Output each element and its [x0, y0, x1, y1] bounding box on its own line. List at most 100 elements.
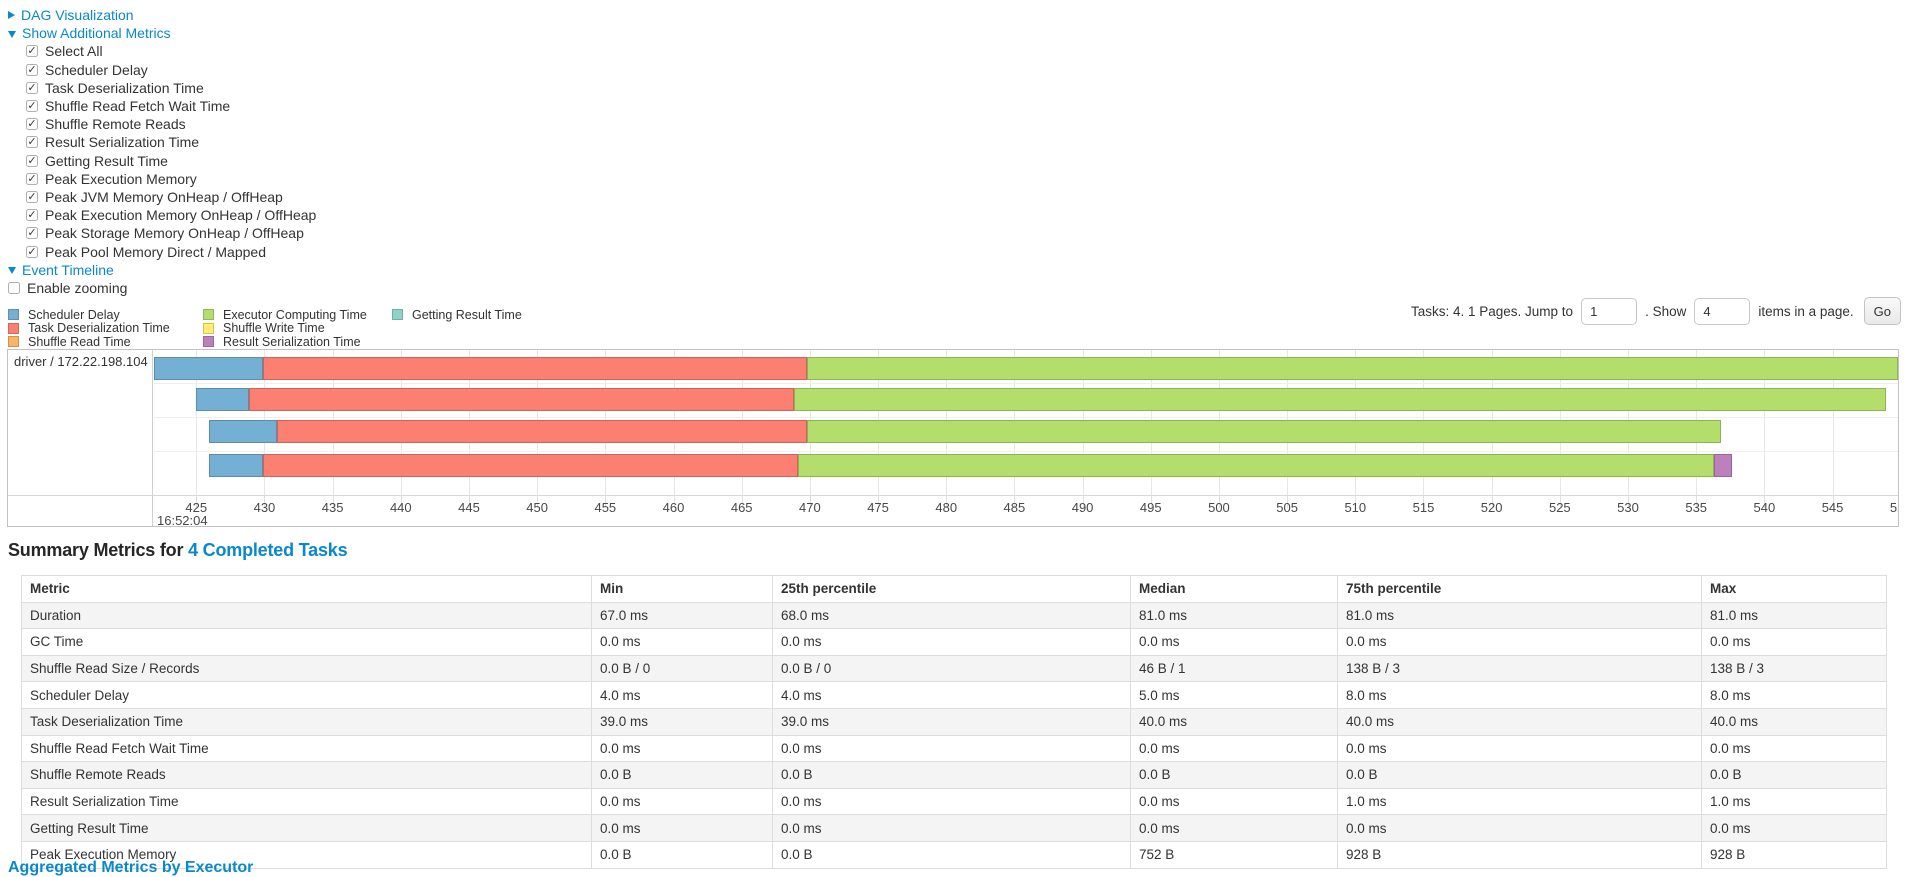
metric-checkbox-label: Result Serialization Time [45, 134, 200, 151]
metric-checkbox-row[interactable]: Scheduler Delay [8, 61, 316, 79]
metric-checkbox[interactable] [26, 100, 38, 113]
dag-toggle-label: DAG Visualization [21, 7, 134, 24]
timeline-tick [878, 495, 880, 508]
table-cell: 0.0 ms [1130, 814, 1338, 842]
legend-label: Scheduler Delay [28, 307, 120, 322]
task-deserialization-swatch [8, 322, 19, 334]
timeline-tick [264, 495, 266, 508]
timeline-tick-label: 525 [1548, 500, 1571, 515]
metric-checkbox-row[interactable]: Task Deserialization Time [8, 79, 316, 97]
table-row: Shuffle Read Size / Records 0.0 B / 0 0.0 … [21, 654, 1887, 683]
table-row: Shuffle Remote Reads 0.0 B 0.0 B 0.0 B 0.0 B… [21, 761, 1887, 789]
timeline-tick [537, 495, 539, 508]
legend-item: Executor Computing Time [203, 308, 392, 322]
metric-checkbox-row[interactable]: Peak Execution Memory [8, 170, 316, 188]
task-bar-segment-result-serialization[interactable] [1713, 454, 1732, 477]
metric-checkbox-row[interactable]: Peak JVM Memory OnHeap / OffHeap [8, 188, 316, 206]
task-bar-segment-scheduler-delay[interactable] [154, 357, 264, 380]
completed-tasks-link[interactable]: 4 Completed Tasks [188, 540, 348, 560]
enable-zooming-label: Enable zooming [27, 279, 128, 296]
timeline-tick [1628, 495, 1629, 508]
task-bar-segment-task-deserialization[interactable] [263, 454, 798, 477]
task-bar-segment-scheduler-delay[interactable] [196, 388, 250, 411]
metric-checkbox-row[interactable]: Shuffle Read Fetch Wait Time [8, 97, 316, 115]
timeline-tick-label: 550 [1889, 500, 1898, 515]
metric-checkbox-row[interactable]: Peak Storage Memory OnHeap / OffHeap [8, 224, 316, 242]
enable-zooming-checkbox[interactable] [8, 281, 20, 294]
legend-item: Getting Result Time [392, 308, 522, 322]
timeline-tick-label: 495 [1139, 500, 1162, 515]
timeline-tick [1218, 495, 1220, 508]
timeline-tick [332, 495, 334, 508]
metric-checkbox[interactable] [26, 81, 38, 94]
task-bar-segment-task-deserialization[interactable] [276, 420, 808, 443]
legend-column: Executor Computing Time Shuffle Write Tim… [203, 308, 392, 349]
task-bar-segment-executor-computing[interactable] [797, 454, 1714, 477]
timeline-tick [809, 495, 811, 508]
metric-checkbox[interactable] [26, 45, 38, 58]
table-header-cell: 75th percentile [1337, 575, 1702, 603]
cutoff-section-heading[interactable]: Aggregated Metrics by Executor [8, 859, 254, 876]
task-bar-segment-executor-computing[interactable] [807, 357, 1898, 380]
enable-zooming-row[interactable]: Enable zooming [8, 279, 316, 297]
metric-checkbox[interactable] [26, 63, 38, 76]
timeline-tick [1287, 495, 1289, 508]
metric-checkbox-row[interactable]: Result Serialization Time [8, 133, 316, 151]
event-timeline-toggle[interactable]: Event Timeline [8, 261, 316, 279]
metric-checkbox[interactable] [26, 227, 38, 240]
timeline-tick-label: 475 [867, 500, 889, 515]
metric-checkbox[interactable] [26, 118, 38, 131]
show-additional-metrics-toggle[interactable]: Show Additional Metrics [8, 24, 316, 42]
table-row: Peak Execution Memory 0.0 B 0.0 B 752 B 928 … [21, 840, 1887, 869]
table-header-cell: Min [591, 575, 773, 603]
stage-controls-panel: DAG Visualization Show Additional Metric… [8, 6, 316, 297]
table-cell: 0.0 ms [1130, 628, 1338, 656]
table-cell: 4.0 ms [772, 681, 1131, 709]
task-bar-segment-scheduler-delay[interactable] [208, 420, 277, 443]
timeline-tick [1491, 495, 1493, 508]
table-cell: 0.0 ms [1130, 787, 1338, 816]
table-cell: 0.0 B [772, 840, 1131, 869]
metric-checkbox[interactable] [26, 190, 38, 203]
metric-checkbox-row[interactable]: Shuffle Remote Reads [8, 115, 316, 133]
timeline-tick [946, 495, 948, 508]
timeline-tick [741, 495, 743, 508]
table-header-cell: 25th percentile [772, 575, 1131, 603]
go-button[interactable]: Go [1863, 297, 1901, 325]
timeline-tick [1559, 495, 1561, 508]
metric-checkbox-row[interactable]: Peak Execution Memory OnHeap / OffHeap [8, 206, 316, 224]
table-cell: 0.0 ms [591, 734, 773, 763]
pagination-info: Tasks: 4. 1 Pages. Jump to [1410, 303, 1574, 319]
jump-to-page-input[interactable] [1581, 297, 1638, 325]
table-cell: 0.0 B [591, 761, 773, 789]
metric-checkbox-row[interactable]: Getting Result Time [8, 152, 316, 170]
metric-checkbox[interactable] [26, 172, 38, 185]
metric-checkbox[interactable] [26, 245, 38, 258]
task-bar-segment-executor-computing[interactable] [793, 388, 1886, 411]
task-bar-segment-task-deserialization[interactable] [263, 357, 808, 380]
task-bar-segment-executor-computing[interactable] [807, 420, 1721, 443]
metric-checkbox[interactable] [26, 154, 38, 167]
dag-visualization-toggle[interactable]: DAG Visualization [8, 6, 316, 24]
metric-checkbox-row[interactable]: Select All [8, 42, 316, 60]
table-header-row: Metric Min 25th percentile Median 75th perce… [21, 575, 1887, 603]
table-cell: 81.0 ms [1130, 601, 1338, 630]
metric-checkbox-row[interactable]: Peak Pool Memory Direct / Mapped [8, 242, 316, 260]
task-bar-segment-task-deserialization[interactable] [249, 388, 794, 411]
table-cell: 0.0 ms [1337, 814, 1702, 842]
table-cell: 0.0 B [772, 761, 1131, 789]
timeline-tick-label: 480 [935, 500, 958, 515]
timeline-tick-label: 425 [185, 500, 208, 515]
metric-checkbox[interactable] [26, 209, 38, 222]
metric-checkbox[interactable] [26, 136, 38, 149]
legend-item: Shuffle Read Time [8, 335, 203, 349]
task-bar-segment-scheduler-delay[interactable] [208, 454, 264, 477]
metric-checkbox-label: Peak Execution Memory OnHeap / OffHeap [45, 207, 317, 224]
table-cell: 39.0 ms [772, 707, 1131, 736]
metric-checkbox-label: Shuffle Read Fetch Wait Time [45, 98, 231, 115]
page-size-input[interactable] [1694, 297, 1751, 325]
table-cell: 40.0 ms [1701, 707, 1887, 736]
table-cell: 0.0 ms [772, 628, 1131, 656]
table-cell: 1.0 ms [1701, 787, 1887, 816]
